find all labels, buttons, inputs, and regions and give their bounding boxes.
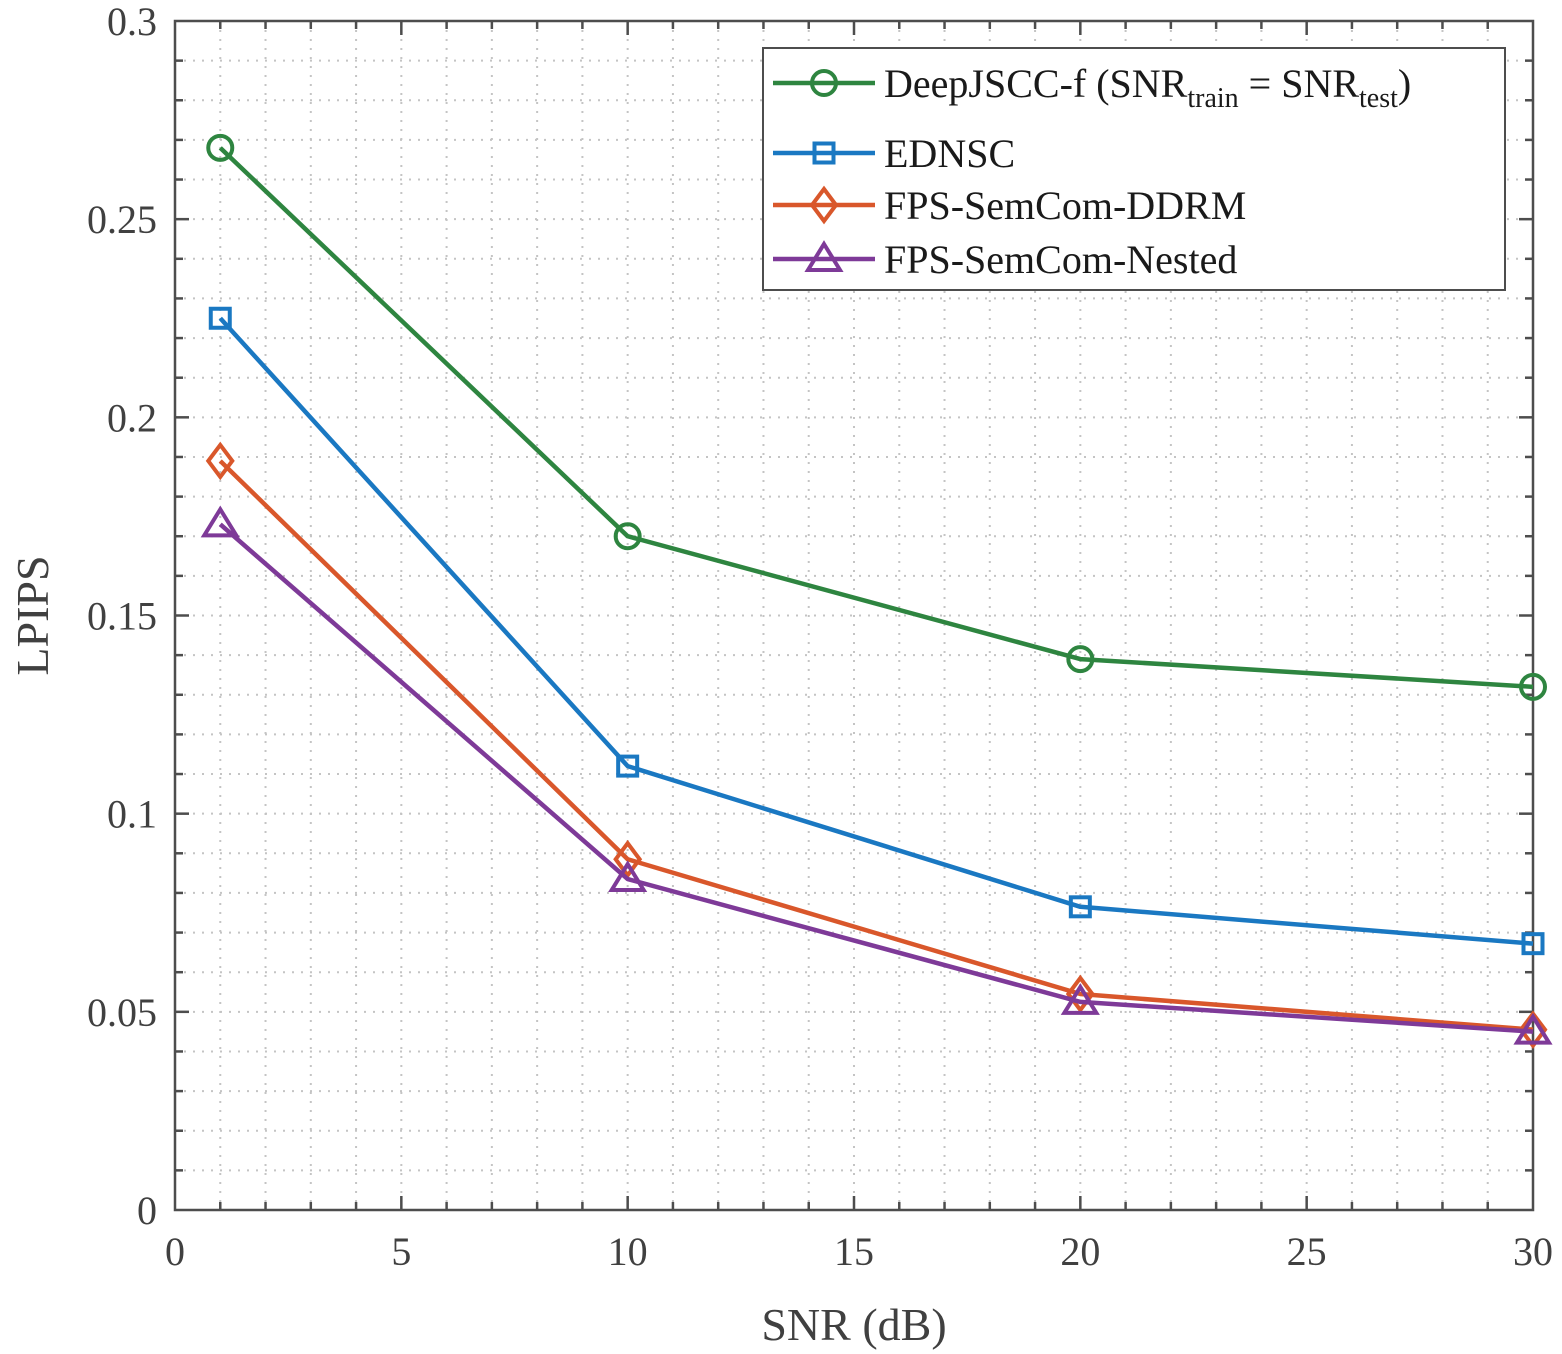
y-tick-label: 0	[137, 1188, 157, 1233]
x-tick-label: 25	[1287, 1229, 1327, 1274]
data-point-triangle	[1060, 983, 1100, 1015]
y-tick-label: 0.05	[87, 990, 157, 1035]
data-point-square	[1521, 932, 1545, 956]
legend-label: DeepJSCC-f (SNRtrain = SNRtest)	[884, 61, 1411, 114]
series-deepjscc-f-snr-train-snr-test	[206, 133, 1547, 701]
y-tick-labels: 0 0.05 0.1 0.15 0.2 0.25 0.3	[87, 0, 157, 1233]
data-point-diamond	[1065, 974, 1095, 1014]
x-tick-label: 30	[1513, 1229, 1553, 1274]
x-tick-label: 20	[1060, 1229, 1100, 1274]
data-point-circle	[613, 522, 642, 551]
data-point-triangle	[608, 860, 648, 893]
legend-box	[762, 47, 1506, 291]
series-line	[218, 522, 1534, 1034]
data-point-triangle	[200, 505, 240, 538]
axis-ticks	[175, 21, 1533, 1210]
x-tick-label: 10	[608, 1229, 648, 1274]
legend-text-part: = SNR	[1239, 61, 1360, 106]
circle-marker-icon	[810, 69, 838, 97]
legend-item: FPS-SemCom-DDRM	[773, 183, 1246, 228]
data-point-circle	[1066, 645, 1095, 674]
x-tick-labels: 0 5 10 15 20 25 30	[165, 1229, 1553, 1274]
legend-label: EDNSC	[884, 131, 1015, 176]
plot-frame	[173, 19, 1535, 1212]
legend: DeepJSCC-f (SNRtrain = SNRtest) EDNSC FPS-…	[762, 47, 1506, 291]
legend-subscript: test	[1359, 83, 1398, 114]
x-tick-label: 15	[834, 1229, 874, 1274]
y-tick-label: 0.25	[87, 197, 157, 242]
data-point-circle	[1519, 672, 1547, 701]
x-axis-title: SNR (dB)	[761, 1299, 946, 1350]
series-fps-semcom-nested	[200, 505, 1553, 1045]
y-tick-label: 0.3	[107, 0, 157, 44]
data-point-diamond	[205, 441, 235, 481]
data-point-diamond	[613, 839, 643, 879]
data-point-circle	[206, 133, 235, 162]
legend-text-part: DeepJSCC-f (SNR	[884, 61, 1188, 106]
data-point-square	[1068, 895, 1092, 919]
triangle-marker-icon	[804, 240, 844, 272]
legend-label: FPS-SemCom-DDRM	[884, 183, 1246, 228]
series-fps-semcom-ddrm	[205, 441, 1548, 1050]
legend-label: FPS-SemCom-Nested	[884, 237, 1237, 282]
series-line	[218, 146, 1534, 690]
legend-item: EDNSC	[773, 131, 1015, 176]
legend-item: FPS-SemCom-Nested	[773, 237, 1237, 282]
series-line	[218, 316, 1534, 946]
series-layer	[200, 133, 1553, 1050]
legend-subscript: train	[1187, 83, 1238, 114]
legend-text-part: )	[1398, 61, 1411, 106]
x-tick-label: 0	[165, 1229, 185, 1274]
data-point-square	[616, 754, 640, 778]
data-point-square	[208, 306, 232, 330]
data-point-diamond	[1518, 1010, 1548, 1050]
series-line	[218, 459, 1534, 1032]
y-tick-label: 0.1	[107, 792, 157, 837]
y-axis-title: LPIPS	[7, 555, 58, 675]
data-point-triangle	[1513, 1012, 1553, 1045]
x-tick-label: 5	[391, 1229, 411, 1274]
y-tick-label: 0.15	[87, 594, 157, 639]
legend-item: DeepJSCC-f (SNRtrain = SNRtest)	[773, 61, 1411, 114]
square-marker-icon	[812, 141, 836, 165]
y-tick-label: 0.2	[107, 395, 157, 440]
diamond-marker-icon	[809, 185, 839, 225]
series-ednsc	[208, 306, 1545, 956]
